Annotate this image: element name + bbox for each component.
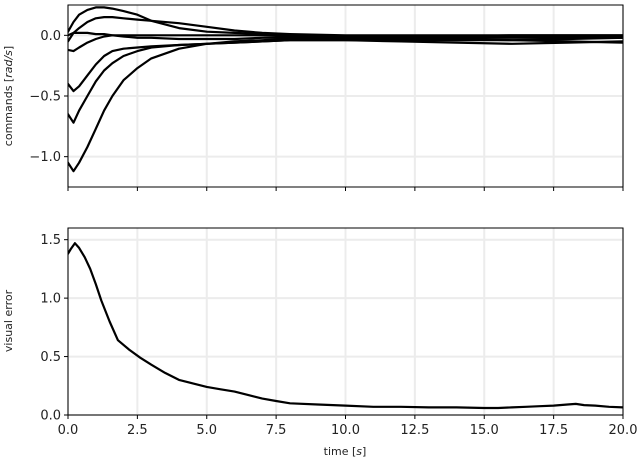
commands-y-label: commands [rad/s] [2, 46, 15, 146]
visual-error-panel: 0.0 2.5 5.0 7.5 10.0 12.5 15.0 17.5 20.0 0.0 0.5 1.… [2, 227, 638, 458]
visual-error-x-tick-label: 7.5 [266, 423, 287, 438]
commands-series-line-7 [68, 6, 623, 38]
visual-error-y-tick-label: 1.5 [40, 233, 61, 248]
visual-error-x-tick-label: 10.0 [331, 423, 360, 438]
time-x-label: time [s] [324, 445, 367, 458]
visual-error-y-label: visual error [2, 289, 15, 352]
visual-error-x-tick-label: 0.0 [58, 423, 79, 438]
commands-panel: −1.0 −0.5 0.0 commands [rad/s] [2, 4, 624, 191]
commands-y-tick-label: −1.0 [29, 150, 61, 165]
visual-error-x-tick-label: 20.0 [609, 423, 638, 438]
visual-error-x-tick-label: 2.5 [127, 423, 148, 438]
visual-error-x-tick-label: 17.5 [539, 423, 568, 438]
visual-error-y-tick-label: 0.0 [40, 409, 61, 424]
commands-y-tick-label: 0.0 [40, 29, 61, 44]
visual-error-series-line-1 [68, 242, 623, 410]
commands-series-line-4 [68, 34, 623, 53]
visual-error-x-tick-label: 12.5 [400, 423, 429, 438]
visual-error-x-tick-label: 5.0 [196, 423, 217, 438]
visual-error-y-tick-label: 0.5 [40, 350, 61, 365]
commands-series-line-6 [68, 16, 623, 43]
visual-error-y-tick-label: 1.0 [40, 292, 61, 307]
commands-series-line-3 [68, 39, 623, 93]
visual-error-x-tick-label: 15.0 [470, 423, 499, 438]
commands-y-tick-label: −0.5 [29, 90, 61, 105]
